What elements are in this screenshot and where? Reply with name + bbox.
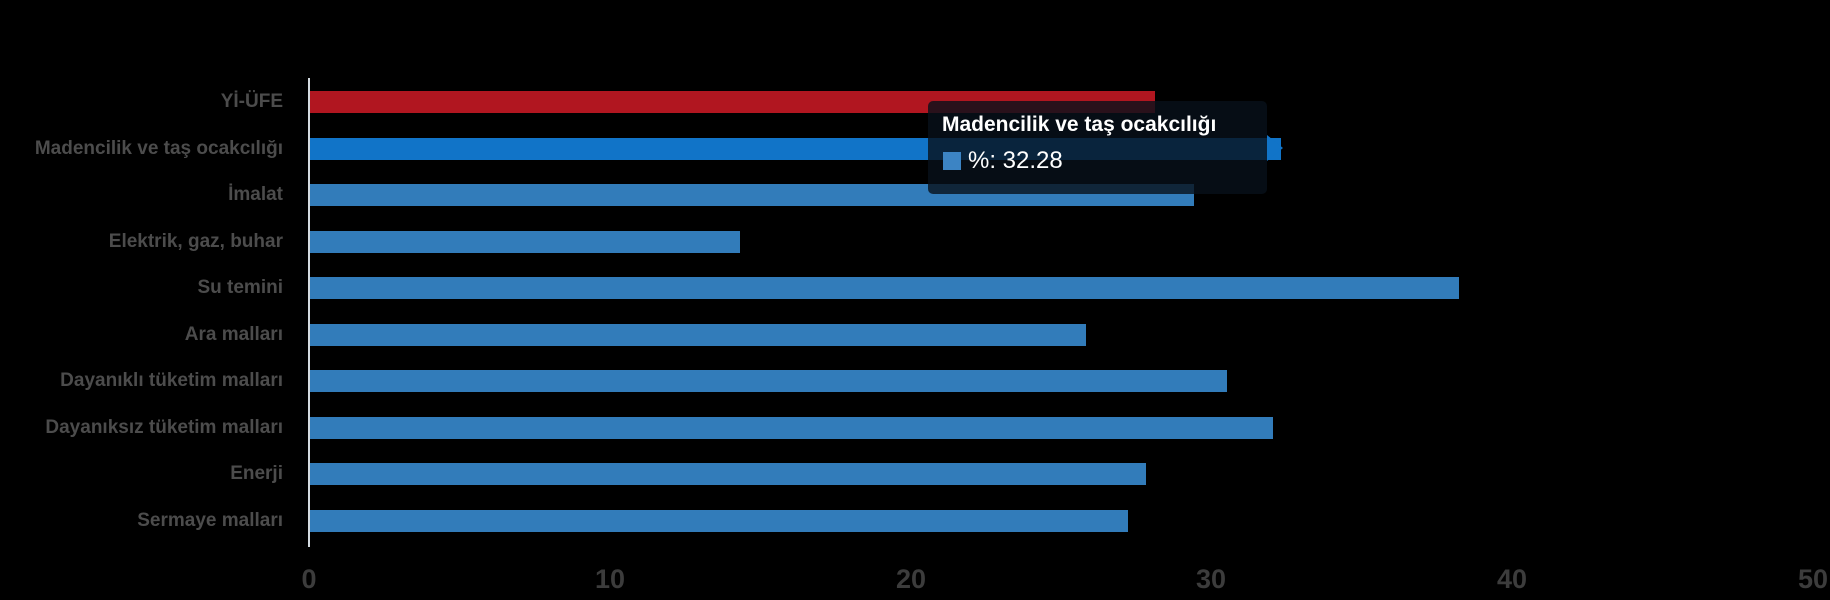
category-label: Ara malları <box>184 324 283 345</box>
tooltip-pointer-icon <box>1267 135 1283 161</box>
category-label: İmalat <box>228 184 283 205</box>
bar[interactable] <box>310 510 1128 532</box>
bar[interactable] <box>310 277 1459 299</box>
category-label: Su temini <box>197 277 283 298</box>
category-label: Yİ-ÜFE <box>220 91 283 112</box>
bar[interactable] <box>310 231 740 253</box>
series-swatch-icon <box>943 152 961 170</box>
x-tick-label: 10 <box>594 564 626 594</box>
category-label: Sermaye malları <box>137 510 283 531</box>
bar[interactable] <box>310 463 1146 485</box>
y-axis-line <box>308 78 310 547</box>
category-label: Dayanıklı tüketim malları <box>60 370 283 391</box>
category-label: Elektrik, gaz, buhar <box>108 231 283 252</box>
tooltip: Madencilik ve taş ocakcılığı %: 32.28 <box>928 101 1267 194</box>
category-label: Madencilik ve taş ocakcılığı <box>34 138 283 159</box>
x-tick-label: 0 <box>301 564 317 594</box>
x-tick-label: 40 <box>1496 564 1528 594</box>
x-tick-label: 30 <box>1195 564 1227 594</box>
bar[interactable] <box>310 417 1273 439</box>
tooltip-value: %: 32.28 <box>968 147 1063 174</box>
x-tick-label: 20 <box>895 564 927 594</box>
bar[interactable] <box>310 324 1086 346</box>
tooltip-title: Madencilik ve taş ocakcılığı <box>942 113 1217 136</box>
tooltip-value-row: %: 32.28 <box>942 147 1267 175</box>
x-tick-label: 50 <box>1797 564 1829 594</box>
category-label: Enerji <box>230 463 283 484</box>
category-label: Dayanıksız tüketim malları <box>45 417 283 438</box>
bar[interactable] <box>310 370 1227 392</box>
